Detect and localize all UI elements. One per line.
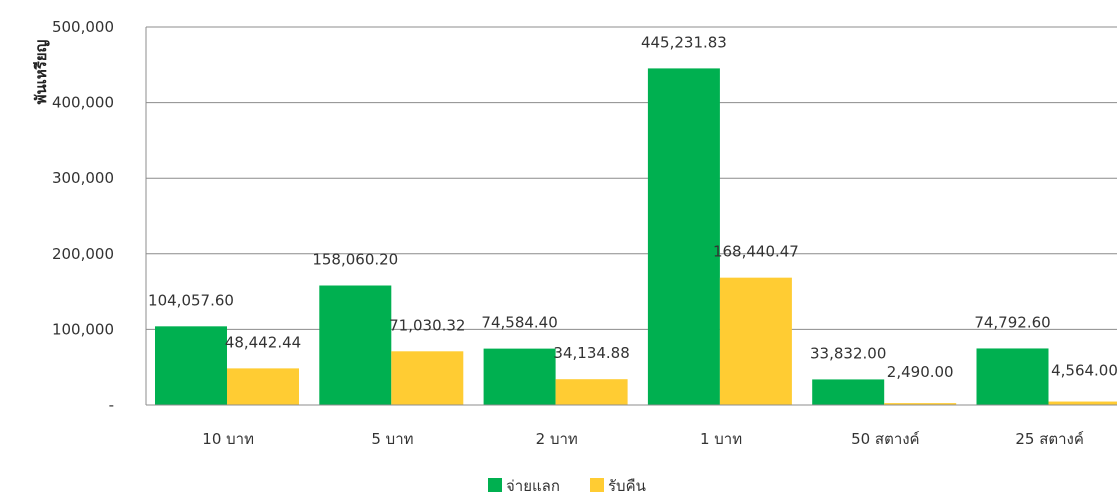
legend-label: จ่ายแลก (506, 477, 560, 495)
bar-return (1048, 401, 1117, 405)
x-category-label: 50 สตางค์ (851, 430, 920, 448)
data-label: 33,832.00 (810, 344, 886, 362)
data-label: 445,231.83 (641, 33, 727, 51)
x-category-label: 10 บาท (202, 430, 254, 448)
bar-exchange (155, 326, 227, 405)
data-label: 158,060.20 (312, 251, 398, 269)
data-label: 2,490.00 (887, 363, 954, 381)
data-label: 48,442.44 (225, 333, 301, 351)
bar-return (719, 277, 792, 405)
y-tick-label: 100,000 (52, 320, 114, 338)
bar-return (884, 403, 957, 405)
data-label: 4,564.00 (1051, 362, 1117, 380)
y-tick-label: 500,000 (52, 18, 114, 36)
bar-return (227, 368, 299, 405)
x-category-label: 5 บาท (371, 430, 413, 448)
y-tick-label: 200,000 (52, 245, 114, 263)
data-labels: 104,057.60 48,442.44 158,060.20 71,030.32 74… (148, 33, 1117, 381)
bar-return (391, 351, 464, 405)
gridlines (146, 26, 1117, 330)
legend-item: จ่ายแลก (488, 477, 560, 495)
y-axis-title: พันเหรียญ (32, 39, 50, 104)
bar-exchange (483, 348, 556, 405)
bar-exchange (812, 379, 885, 405)
y-tick-label: - (109, 396, 114, 414)
data-label: 74,584.40 (481, 314, 557, 332)
data-label: 71,030.32 (389, 316, 465, 334)
legend: จ่ายแลก รับคืน (488, 477, 646, 495)
bar-exchange (319, 285, 392, 405)
bar-return (555, 379, 628, 405)
data-label: 34,134.88 (553, 344, 629, 362)
legend-label: รับคืน (608, 477, 646, 495)
data-label: 168,440.47 (713, 243, 799, 261)
y-tick-label: 400,000 (52, 94, 114, 112)
x-category-label: 2 บาท (536, 430, 578, 448)
y-axis: - 100,000 200,000 300,000 400,000 500,000 (52, 18, 147, 414)
bar-exchange (976, 348, 1049, 405)
legend-swatch (590, 478, 604, 492)
x-axis: 10 บาท 5 บาท 2 บาท 1 บาท 50 สตางค์ 25 สตางค์ (146, 404, 1117, 448)
legend-item: รับคืน (590, 477, 646, 495)
data-label: 104,057.60 (148, 291, 234, 309)
bar-exchange (647, 68, 720, 406)
y-tick-label: 300,000 (52, 169, 114, 187)
x-category-label: 1 บาท (700, 430, 742, 448)
data-label: 74,792.60 (974, 313, 1050, 331)
x-category-label: 25 สตางค์ (1015, 430, 1084, 448)
bars (155, 68, 1117, 406)
legend-swatch (488, 478, 502, 492)
